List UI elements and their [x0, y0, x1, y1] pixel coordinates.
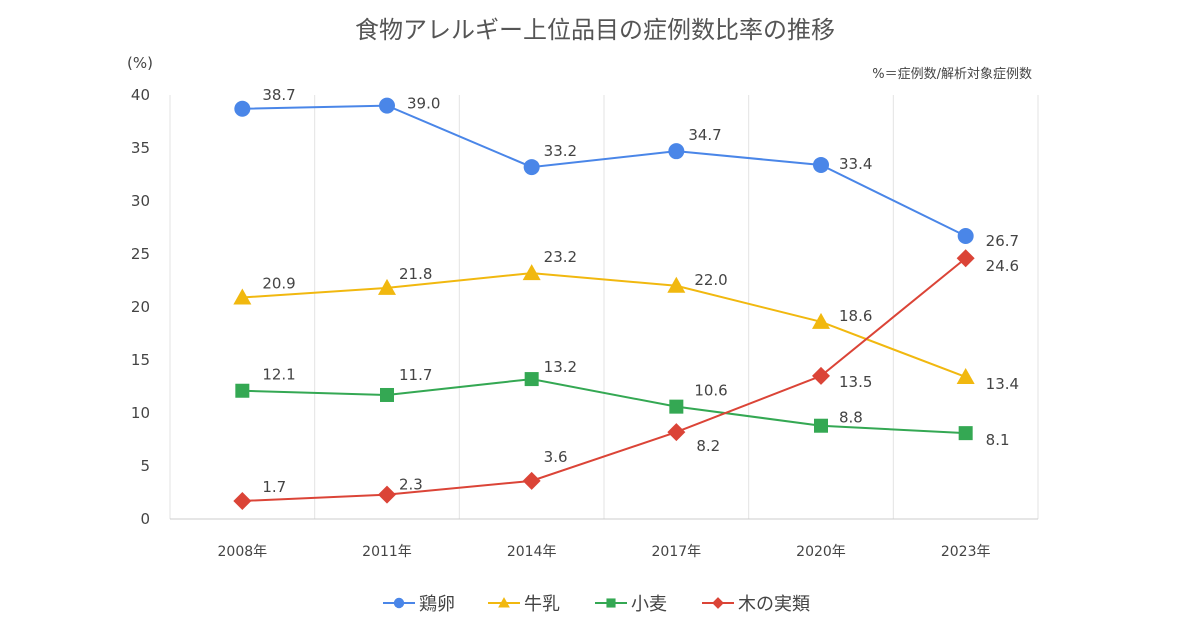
- series-line: [242, 272, 967, 378]
- legend-label: 鶏卵: [419, 594, 455, 615]
- triangle-marker: [378, 278, 396, 295]
- diamond-marker: [712, 597, 724, 609]
- y-tick-label: 0: [140, 510, 150, 528]
- square-marker: [958, 426, 973, 441]
- circle-marker: [523, 159, 540, 176]
- square-marker: [380, 387, 394, 402]
- triangle-marker: [667, 276, 686, 293]
- circle-marker: [813, 156, 829, 173]
- circle-marker: [234, 100, 251, 117]
- diamond-marker: [956, 249, 975, 268]
- series-square: 12.1 11.7 13.2 10.6 8.8 8.1: [235, 358, 1010, 449]
- y-tick-label: 5: [140, 457, 150, 475]
- data-label: 26.7: [986, 232, 1019, 250]
- diamond-marker: [233, 491, 252, 510]
- series-circle: 38.7 39.0 33.2 34.7 33.4 26.7: [234, 86, 1019, 250]
- series-triangle: 20.9 21.8 23.2 22.0 18.6 13.4: [233, 248, 1019, 393]
- data-label: 20.9: [262, 274, 295, 292]
- data-label: 2.3: [399, 476, 423, 494]
- y-tick-label: 20: [131, 298, 150, 316]
- data-label: 8.1: [986, 431, 1010, 449]
- legend-label: 木の実類: [738, 594, 810, 615]
- x-tick-label: 2014年: [507, 544, 557, 560]
- diamond-marker: [667, 423, 686, 442]
- diamond-marker: [378, 485, 396, 504]
- data-label: 8.8: [839, 409, 863, 427]
- chart-note: %＝症例数/解析対象症例数: [872, 67, 1032, 82]
- data-label: 1.7: [262, 478, 286, 496]
- series-line: [242, 378, 966, 435]
- y-tick-label: 15: [131, 351, 150, 369]
- square-marker: [814, 418, 828, 433]
- square-marker: [606, 598, 616, 608]
- legend-item: 小麦: [595, 594, 667, 615]
- data-label: 12.1: [262, 366, 295, 384]
- circle-marker: [668, 143, 685, 160]
- data-label: 13.2: [544, 358, 577, 376]
- x-tick-label: 2023年: [941, 544, 991, 560]
- x-tick-label: 2008年: [218, 544, 268, 560]
- data-label: 33.4: [839, 155, 872, 173]
- data-label: 18.6: [839, 307, 872, 325]
- square-marker: [235, 383, 250, 398]
- series-diamond: 1.7 2.3 3.6 8.2 13.5 24.6: [233, 249, 1019, 510]
- data-label: 8.2: [696, 437, 720, 455]
- data-label: 10.6: [694, 382, 727, 400]
- data-label: 24.6: [986, 257, 1019, 275]
- data-label: 23.2: [544, 248, 577, 266]
- y-tick-label: 25: [131, 245, 150, 263]
- y-tick-label: 30: [131, 192, 150, 210]
- x-tick-label: 2017年: [652, 544, 702, 560]
- data-label: 22.0: [694, 271, 727, 289]
- triangle-marker: [233, 288, 252, 305]
- triangle-marker: [956, 367, 975, 384]
- data-label: 38.7: [262, 86, 295, 104]
- data-label: 21.8: [399, 265, 432, 283]
- legend-item: 牛乳: [488, 594, 560, 615]
- y-axis-label: (%): [127, 54, 153, 72]
- triangle-marker: [812, 312, 830, 329]
- data-label: 34.7: [688, 126, 721, 144]
- triangle-marker: [522, 264, 541, 281]
- series-line: [242, 104, 967, 237]
- diamond-marker: [522, 471, 541, 490]
- legend-label: 小麦: [631, 594, 667, 615]
- triangle-marker: [498, 597, 510, 608]
- data-label: 11.7: [399, 366, 432, 384]
- square-marker: [524, 372, 539, 387]
- data-label: 33.2: [544, 142, 577, 160]
- series-line: [242, 257, 967, 502]
- data-label: 13.4: [986, 375, 1019, 393]
- chart-title: 食物アレルギー上位品目の症例数比率の推移: [355, 16, 835, 44]
- x-tick-label: 2011年: [362, 544, 412, 560]
- circle-marker: [957, 227, 974, 244]
- circle-marker: [393, 597, 405, 609]
- y-tick-label: 10: [131, 404, 150, 422]
- data-label: 39.0: [407, 95, 440, 113]
- diamond-marker: [812, 366, 830, 385]
- y-tick-label: 40: [131, 86, 150, 104]
- legend-item: 鶏卵: [383, 594, 455, 615]
- y-tick-label: 35: [131, 139, 150, 157]
- x-tick-label: 2020年: [796, 544, 846, 560]
- circle-marker: [379, 97, 395, 114]
- legend-label: 牛乳: [524, 594, 560, 615]
- data-label: 3.6: [544, 448, 568, 466]
- data-label: 13.5: [839, 373, 872, 391]
- legend-item: 木の実類: [702, 594, 810, 615]
- square-marker: [669, 399, 684, 414]
